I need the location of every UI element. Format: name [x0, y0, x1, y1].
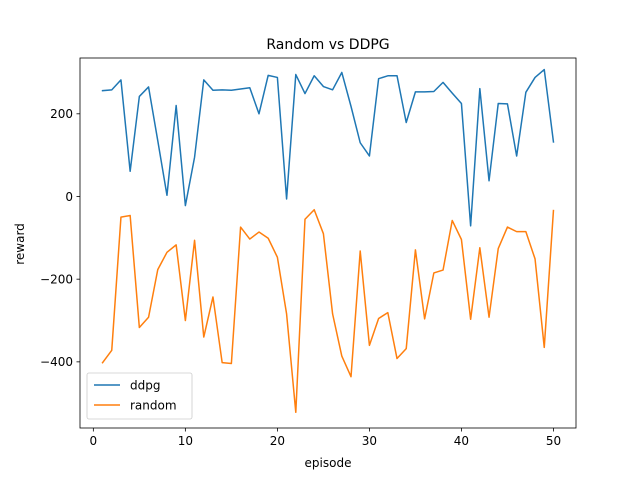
axes: 0 10 20 30 40 50 −400 −200 0 200 — [40, 57, 577, 448]
x-tick-label: 40 — [454, 434, 469, 448]
x-tick-label: 0 — [90, 434, 98, 448]
series-line-ddpg — [101, 68, 555, 227]
legend-label-random: random — [130, 398, 177, 412]
legend: ddpg random — [86, 372, 193, 420]
legend-label-ddpg: ddpg — [130, 378, 160, 392]
x-tick-label: 20 — [270, 434, 285, 448]
series-line-random — [101, 208, 555, 414]
x-tick-label: 50 — [546, 434, 561, 448]
chart-title: Random vs DDPG — [266, 37, 389, 53]
y-tick-label: 200 — [50, 107, 73, 121]
x-axis-label: episode — [305, 456, 352, 470]
x-tick-label: 10 — [178, 434, 193, 448]
x-tick-label: 30 — [362, 434, 377, 448]
y-tick-label: −400 — [40, 355, 73, 369]
plot-frame — [79, 57, 577, 429]
y-tick-label: −200 — [40, 272, 73, 286]
y-axis-label: reward — [13, 223, 27, 265]
y-tick-label: 0 — [65, 190, 73, 204]
plot-lines — [101, 68, 555, 414]
